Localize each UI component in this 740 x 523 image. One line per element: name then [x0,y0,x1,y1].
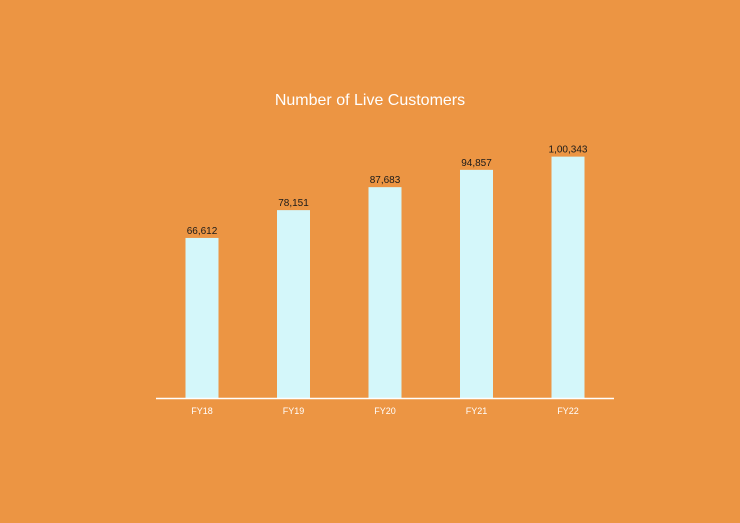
chart-title: Number of Live Customers [274,92,466,109]
bar-fy22 [551,156,585,399]
x-tick-label-fy22: FY22 [557,406,579,416]
bars-group [185,156,585,399]
x-tick-label-fy21: FY21 [466,406,488,416]
data-label-fy21: 94,857 [461,158,492,169]
x-tick-labels-group: FY18 FY19 FY20 FY21 FY22 [191,406,579,416]
bar-fy19 [277,210,310,399]
x-tick-label-fy19: FY19 [283,406,305,416]
data-labels-group: 66,612 78,151 87,683 94,857 1,00,343 [187,145,588,237]
x-tick-label-fy20: FY20 [374,406,396,416]
data-label-fy22: 1,00,343 [549,145,588,156]
data-label-fy20: 87,683 [370,175,401,186]
x-tick-label-fy18: FY18 [191,406,213,416]
bar-fy18 [185,237,219,399]
bar-fy21 [460,169,493,399]
data-label-fy19: 78,151 [278,198,309,209]
bar-fy20 [368,187,402,399]
data-label-fy18: 66,612 [187,226,218,237]
